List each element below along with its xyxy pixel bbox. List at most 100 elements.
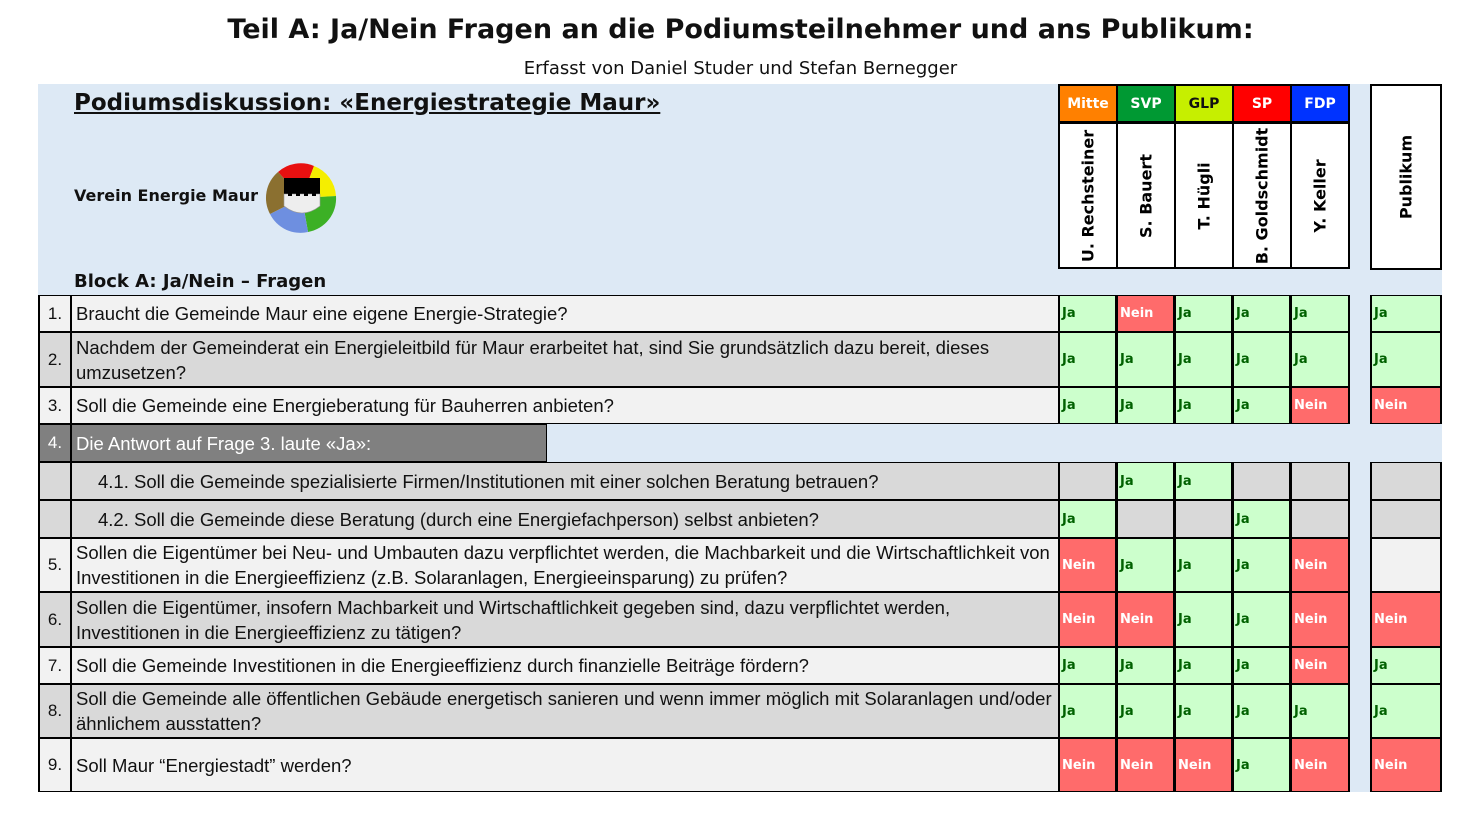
answer-cell — [1174, 500, 1233, 538]
party-header-fdp: FDP — [1290, 84, 1350, 123]
answer-cell: Ja — [1174, 387, 1233, 424]
publikum-label: Publikum — [1396, 134, 1416, 220]
publikum-answer-cell — [1370, 462, 1442, 500]
answer-cell: Nein — [1058, 592, 1117, 647]
answer-cell: Nein — [1290, 592, 1350, 647]
publikum-answer-cell: Ja — [1370, 684, 1442, 738]
answer-cell: Ja — [1290, 684, 1350, 738]
publikum-answer-cell: Ja — [1370, 295, 1442, 332]
answer-cell — [1232, 462, 1291, 500]
answer-cell: Ja — [1174, 538, 1233, 592]
party-header-glp: GLP — [1174, 84, 1232, 123]
party-header-mitte: Mitte — [1058, 84, 1116, 123]
answer-cell: Ja — [1290, 332, 1350, 387]
publikum-answer-cell: Nein — [1370, 387, 1442, 424]
answer-cell: Nein — [1116, 295, 1175, 332]
answer-cell: Ja — [1058, 500, 1117, 538]
answer-cell — [1290, 462, 1350, 500]
answer-cell: Nein — [1290, 647, 1350, 684]
answer-cell: Nein — [1058, 738, 1117, 792]
answer-cell: Nein — [1058, 538, 1117, 592]
answer-cell: Ja — [1058, 332, 1117, 387]
answer-cell: Ja — [1174, 592, 1233, 647]
answer-cell: Nein — [1174, 738, 1233, 792]
candidate-header: S. Bauert — [1116, 122, 1174, 269]
answer-cell: Ja — [1116, 332, 1175, 387]
block-title: Block A: Ja/Nein – Fragen — [74, 271, 327, 292]
question-number: 4. — [38, 424, 71, 462]
candidate-header: T. Hügli — [1174, 122, 1232, 269]
candidate-header: Y. Keller — [1290, 122, 1350, 269]
answer-cell: Ja — [1058, 647, 1117, 684]
candidate-header: U. Rechsteiner — [1058, 122, 1116, 269]
publikum-header: Publikum — [1370, 84, 1442, 270]
verein-logo-icon — [265, 163, 337, 233]
answer-cell: Ja — [1174, 332, 1233, 387]
question-text: Soll die Gemeinde eine Energieberatung f… — [70, 387, 1059, 424]
question-number: 5. — [38, 538, 71, 592]
answer-cell: Ja — [1290, 295, 1350, 332]
publikum-answer-cell — [1370, 538, 1442, 592]
page-subtitle: Erfasst von Daniel Studer und Stefan Ber… — [523, 58, 958, 79]
answer-cell: Nein — [1290, 738, 1350, 792]
candidate-name: U. Rechsteiner — [1078, 129, 1098, 262]
answer-cell: Ja — [1174, 684, 1233, 738]
question-text: Die Antwort auf Frage 3. laute «Ja»: — [70, 424, 547, 462]
answer-cell: Ja — [1174, 647, 1233, 684]
publikum-answer-cell: Ja — [1370, 647, 1442, 684]
answer-cell: Ja — [1232, 387, 1291, 424]
answer-cell: Ja — [1116, 387, 1175, 424]
verein-label: Verein Energie Maur — [74, 186, 258, 205]
publikum-answer-cell: Ja — [1370, 332, 1442, 387]
question-number: 3. — [38, 387, 71, 424]
answer-cell: Ja — [1058, 295, 1117, 332]
question-text: 4.2. Soll die Gemeinde diese Beratung (d… — [70, 500, 1059, 538]
question-text: Soll die Gemeinde Investitionen in die E… — [70, 647, 1059, 684]
answer-cell: Ja — [1116, 647, 1175, 684]
question-number: 6. — [38, 592, 71, 647]
publikum-answer-cell: Nein — [1370, 738, 1442, 792]
answer-cell: Ja — [1116, 538, 1175, 592]
answer-cell: Ja — [1232, 684, 1291, 738]
answer-cell: Ja — [1232, 738, 1291, 792]
question-number: 8. — [38, 684, 71, 738]
question-text: Sollen die Eigentümer bei Neu- und Umbau… — [70, 538, 1059, 592]
question-text: Soll die Gemeinde alle öffentlichen Gebä… — [70, 684, 1059, 738]
question-text: 4.1. Soll die Gemeinde spezialisierte Fi… — [70, 462, 1059, 500]
answer-cell: Nein — [1290, 538, 1350, 592]
answer-cell: Ja — [1232, 295, 1291, 332]
answer-cell: Nein — [1290, 387, 1350, 424]
question-number: 9. — [38, 738, 71, 792]
answer-cell: Ja — [1058, 684, 1117, 738]
question-number: 2. — [38, 332, 71, 387]
question-number — [38, 500, 71, 538]
question-text: Braucht die Gemeinde Maur eine eigene En… — [70, 295, 1059, 332]
question-text: Soll Maur “Energiestadt” werden? — [70, 738, 1059, 792]
answer-cell: Nein — [1116, 592, 1175, 647]
party-header-svp: SVP — [1116, 84, 1174, 123]
answer-cell: Ja — [1232, 592, 1291, 647]
candidate-header: B. Goldschmidt — [1232, 122, 1290, 269]
candidate-name: B. Goldschmidt — [1252, 127, 1272, 264]
answer-cell: Ja — [1058, 387, 1117, 424]
answer-cell: Ja — [1174, 462, 1233, 500]
question-number: 1. — [38, 295, 71, 332]
candidate-name: T. Hügli — [1194, 161, 1214, 230]
answer-cell: Ja — [1174, 295, 1233, 332]
candidate-name: Y. Keller — [1310, 158, 1330, 233]
answer-cell: Ja — [1116, 684, 1175, 738]
question-text: Nachdem der Gemeinderat ein Energieleitb… — [70, 332, 1059, 387]
publikum-answer-cell — [1370, 500, 1442, 538]
answer-cell: Nein — [1116, 738, 1175, 792]
answer-cell: Ja — [1232, 647, 1291, 684]
podium-title: Podiumsdiskussion: «Energiestrategie Mau… — [74, 90, 661, 116]
question-number — [38, 462, 71, 500]
candidate-name: S. Bauert — [1136, 153, 1156, 238]
publikum-answer-cell: Nein — [1370, 592, 1442, 647]
answer-cell: Ja — [1116, 462, 1175, 500]
answer-cell: Ja — [1232, 538, 1291, 592]
answer-cell — [1058, 462, 1117, 500]
page-title: Teil A: Ja/Nein Fragen an die Podiumstei… — [227, 14, 1254, 45]
answer-cell: Ja — [1232, 500, 1291, 538]
answer-cell: Ja — [1232, 332, 1291, 387]
